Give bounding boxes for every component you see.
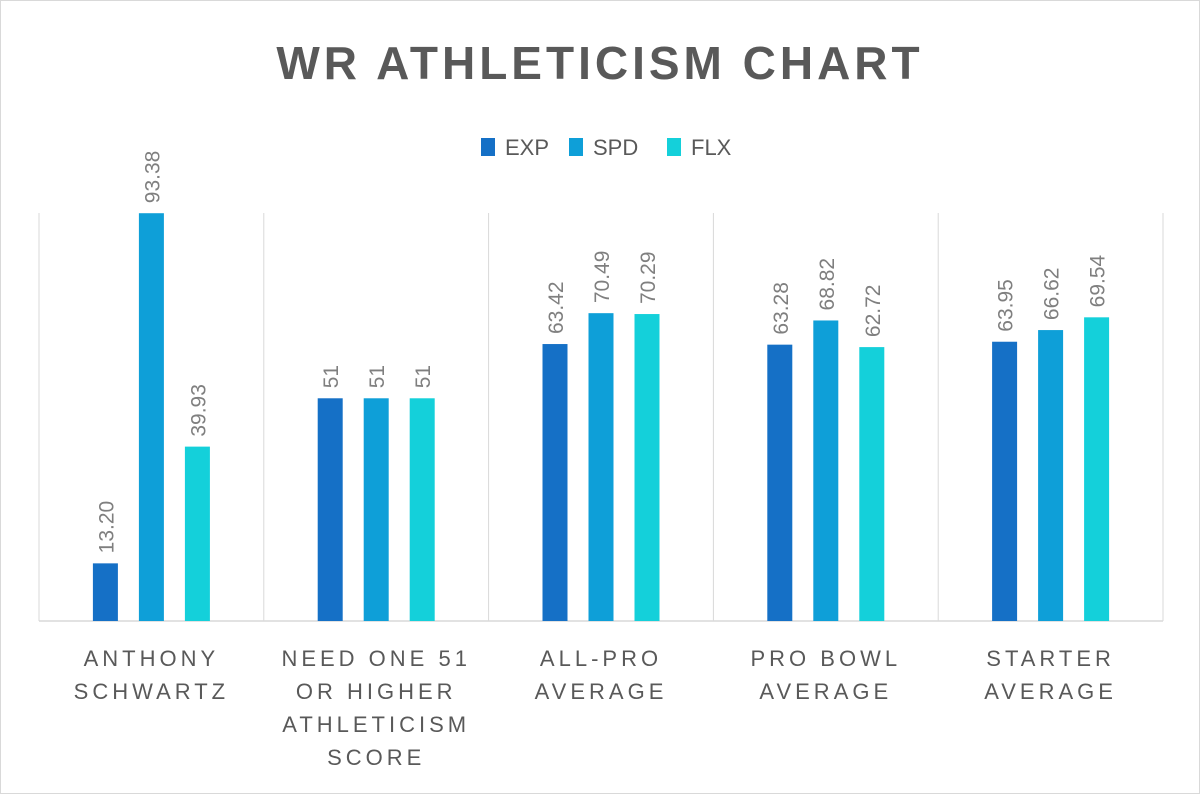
bar-spd	[138, 213, 164, 621]
data-label: 66.62	[1041, 268, 1064, 321]
category-label: SCHWARTZ	[74, 679, 229, 704]
bar-flx	[184, 446, 210, 621]
bar-spd	[813, 320, 839, 621]
legend-label-exp: EXP	[505, 135, 549, 160]
data-label: 51	[366, 365, 389, 388]
category-label: ALL-PRO	[540, 646, 662, 671]
data-label: 39.93	[187, 384, 210, 437]
bar-exp	[992, 341, 1018, 621]
category-label: AVERAGE	[535, 679, 668, 704]
data-label: 63.42	[545, 281, 568, 334]
data-label: 51	[320, 365, 343, 388]
bar-spd	[1038, 330, 1064, 621]
legend-label-spd: SPD	[593, 135, 638, 160]
chart-title: WR ATHLETICISM CHART	[276, 37, 923, 89]
category-label: PRO BOWL	[751, 646, 902, 671]
data-label: 70.49	[591, 251, 614, 304]
legend-swatch-spd	[569, 138, 583, 156]
data-label: 62.72	[862, 285, 885, 338]
legend-label-flx: FLX	[691, 135, 732, 160]
bar-spd	[588, 313, 614, 621]
category-label: NEED ONE 51	[281, 646, 471, 671]
bar-flx	[409, 398, 435, 621]
category-label: SCORE	[327, 745, 425, 770]
legend-swatch-flx	[667, 138, 681, 156]
category-label: ANTHONY	[84, 646, 220, 671]
data-label: 69.54	[1087, 254, 1110, 307]
bar-exp	[317, 398, 343, 621]
bar-spd	[363, 398, 389, 621]
category-label: ATHLETICISM	[282, 712, 470, 737]
bar-exp	[767, 344, 793, 621]
category-label: AVERAGE	[984, 679, 1117, 704]
data-label: 51	[412, 365, 435, 388]
bar-flx	[859, 347, 885, 621]
data-label: 63.28	[770, 282, 793, 335]
category-label: AVERAGE	[759, 679, 892, 704]
bar-exp	[542, 344, 568, 621]
legend-swatch-exp	[481, 138, 495, 156]
data-label: 63.95	[995, 279, 1018, 332]
data-label: 93.38	[141, 151, 164, 204]
bar-flx	[634, 314, 660, 621]
data-label: 68.82	[816, 258, 839, 311]
data-label: 13.20	[95, 501, 118, 554]
category-label: OR HIGHER	[296, 679, 457, 704]
category-label: STARTER	[986, 646, 1115, 671]
bar-exp	[92, 563, 118, 621]
data-label: 70.29	[637, 251, 660, 304]
bar-flx	[1084, 317, 1110, 621]
